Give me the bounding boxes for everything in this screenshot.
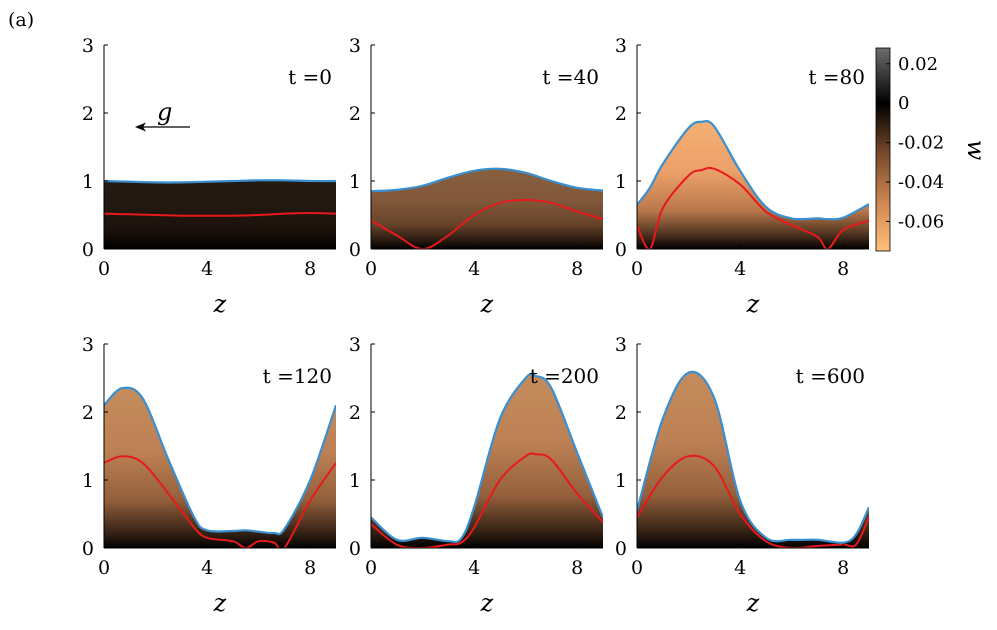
x-axis-label: z <box>746 589 760 617</box>
x-axis-label: z <box>480 589 494 617</box>
interface-line <box>371 372 603 544</box>
x-axis-label: z <box>480 290 494 318</box>
colorbar-tick-label: 0 <box>898 93 909 114</box>
gravity-arrow-head <box>135 122 146 132</box>
y-tick-label: 3 <box>82 334 94 356</box>
x-tick-label: 8 <box>304 258 316 280</box>
y-tick-label: 3 <box>82 35 94 57</box>
inner-contour-line <box>637 166 869 249</box>
x-tick-label: 8 <box>571 557 583 579</box>
y-tick-label: 1 <box>349 171 361 193</box>
x-tick-label: 8 <box>571 258 583 280</box>
panel-2: 0 1 2 3 0 4 8 z t =40 <box>349 35 603 318</box>
time-label: t =80 <box>808 65 865 89</box>
colorbar: 0.02 0 -0.02 -0.04 -0.06 w <box>875 47 990 252</box>
x-tick-label: 4 <box>468 258 480 280</box>
colorbar-tick-label: -0.02 <box>898 133 944 154</box>
inner-contour-line <box>371 452 603 548</box>
y-tick-label: 0 <box>615 538 627 560</box>
panel-plot-area <box>104 179 336 249</box>
x-tick-label: 0 <box>98 258 110 280</box>
x-axis-label: z <box>746 290 760 318</box>
panel-plot-area <box>637 119 869 249</box>
inner-contour-line <box>104 211 336 217</box>
interface-line <box>371 167 603 193</box>
time-label: t =0 <box>288 65 332 89</box>
x-tick-label: 0 <box>365 258 377 280</box>
panel-label: (a) <box>8 9 34 31</box>
panel-3: 0 1 2 3 0 4 8 z t =80 <box>615 35 869 318</box>
time-label: t =200 <box>530 364 599 388</box>
panel-plot-area <box>371 372 603 548</box>
y-tick-label: 0 <box>82 239 94 261</box>
x-tick-label: 8 <box>837 258 849 280</box>
colorbar-scale <box>875 47 891 252</box>
panel-plot-area <box>637 370 869 548</box>
time-label: t =40 <box>542 65 599 89</box>
y-tick-label: 0 <box>82 538 94 560</box>
colorbar-tick-label: -0.04 <box>898 172 944 193</box>
colorbar-tick-label: 0.02 <box>898 54 938 75</box>
y-tick-label: 2 <box>349 103 361 125</box>
x-tick-label: 4 <box>734 258 746 280</box>
interface-line <box>104 386 336 536</box>
y-tick-label: 2 <box>82 103 94 125</box>
fluid-fill <box>637 121 869 249</box>
y-tick-label: 1 <box>615 171 627 193</box>
inner-contour-line <box>371 198 603 249</box>
y-tick-label: 3 <box>615 35 627 57</box>
y-tick-label: 2 <box>349 402 361 424</box>
y-tick-label: 1 <box>82 470 94 492</box>
y-tick-label: 1 <box>615 470 627 492</box>
panel-plot-area <box>104 386 336 548</box>
y-tick-label: 3 <box>349 35 361 57</box>
x-axis-label: z <box>213 290 227 318</box>
inner-contour-line <box>104 455 336 548</box>
y-tick-label: 0 <box>615 239 627 261</box>
panels: 0 1 2 3 0 4 8 z t =0 0 1 2 3 0 4 8 z t =40 0 1 2 3 0 4 8 z t =80 0 1… <box>82 35 869 617</box>
colorbar-label: w <box>962 140 990 161</box>
y-tick-label: 1 <box>82 171 94 193</box>
x-axis-label: z <box>213 589 227 617</box>
time-label: t =120 <box>263 364 332 388</box>
panel-plot-area <box>371 167 603 249</box>
panel-4: 0 1 2 3 0 4 8 z t =120 <box>82 334 336 617</box>
x-tick-label: 0 <box>365 557 377 579</box>
panel-5: 0 1 2 3 0 4 8 z t =200 <box>349 334 603 617</box>
x-tick-label: 8 <box>837 557 849 579</box>
x-tick-label: 0 <box>631 557 643 579</box>
x-tick-label: 4 <box>201 557 213 579</box>
x-tick-label: 0 <box>98 557 110 579</box>
y-tick-label: 2 <box>615 103 627 125</box>
interface-line <box>637 119 869 221</box>
time-label: t =600 <box>796 364 865 388</box>
inner-contour-line <box>637 454 869 548</box>
y-tick-label: 0 <box>349 239 361 261</box>
gravity-annotation: g <box>135 98 190 132</box>
interface-line <box>104 179 336 184</box>
interface-line <box>637 370 869 544</box>
x-tick-label: 8 <box>304 557 316 579</box>
gravity-label: g <box>157 98 172 126</box>
fluid-fill <box>104 387 336 548</box>
y-tick-label: 2 <box>615 402 627 424</box>
y-tick-label: 3 <box>349 334 361 356</box>
y-tick-label: 2 <box>82 402 94 424</box>
panel-6: 0 1 2 3 0 4 8 z t =600 <box>615 334 869 617</box>
y-tick-label: 1 <box>349 470 361 492</box>
x-tick-label: 4 <box>201 258 213 280</box>
y-tick-label: 0 <box>349 538 361 560</box>
fluid-fill <box>104 180 336 249</box>
x-tick-label: 4 <box>468 557 480 579</box>
y-tick-label: 3 <box>615 334 627 356</box>
fluid-fill <box>637 371 869 548</box>
x-tick-label: 4 <box>734 557 746 579</box>
panel-1: 0 1 2 3 0 4 8 z t =0 <box>82 35 336 318</box>
colorbar-tick-label: -0.06 <box>898 211 944 232</box>
x-tick-label: 0 <box>631 258 643 280</box>
